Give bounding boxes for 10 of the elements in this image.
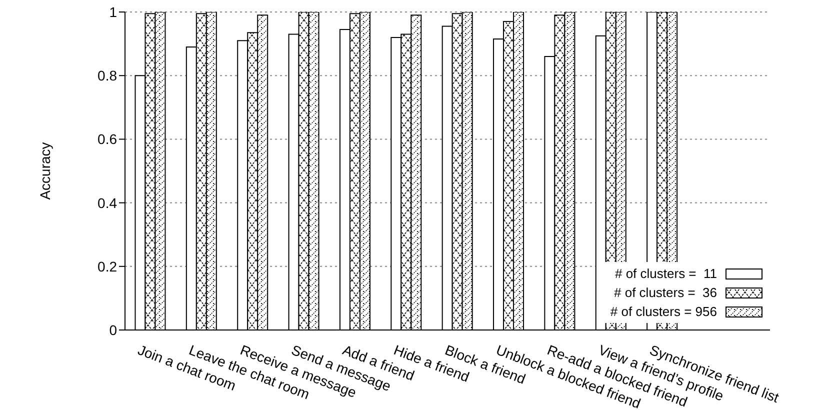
y-tick-label: 0: [109, 322, 118, 338]
y-tick-label: 0.4: [98, 194, 118, 211]
legend-label: # of clusters = 36: [614, 285, 717, 300]
legend-label: # of clusters = 956: [610, 304, 717, 319]
y-tick-label: 1: [109, 4, 118, 20]
y-tick-label: 0.8: [98, 68, 118, 84]
legend-label: # of clusters = 11: [614, 266, 717, 281]
y-tick-label: 0.6: [98, 131, 118, 148]
y-axis-title: Accuracy: [36, 142, 53, 200]
y-tick-label: 0.2: [98, 258, 118, 274]
